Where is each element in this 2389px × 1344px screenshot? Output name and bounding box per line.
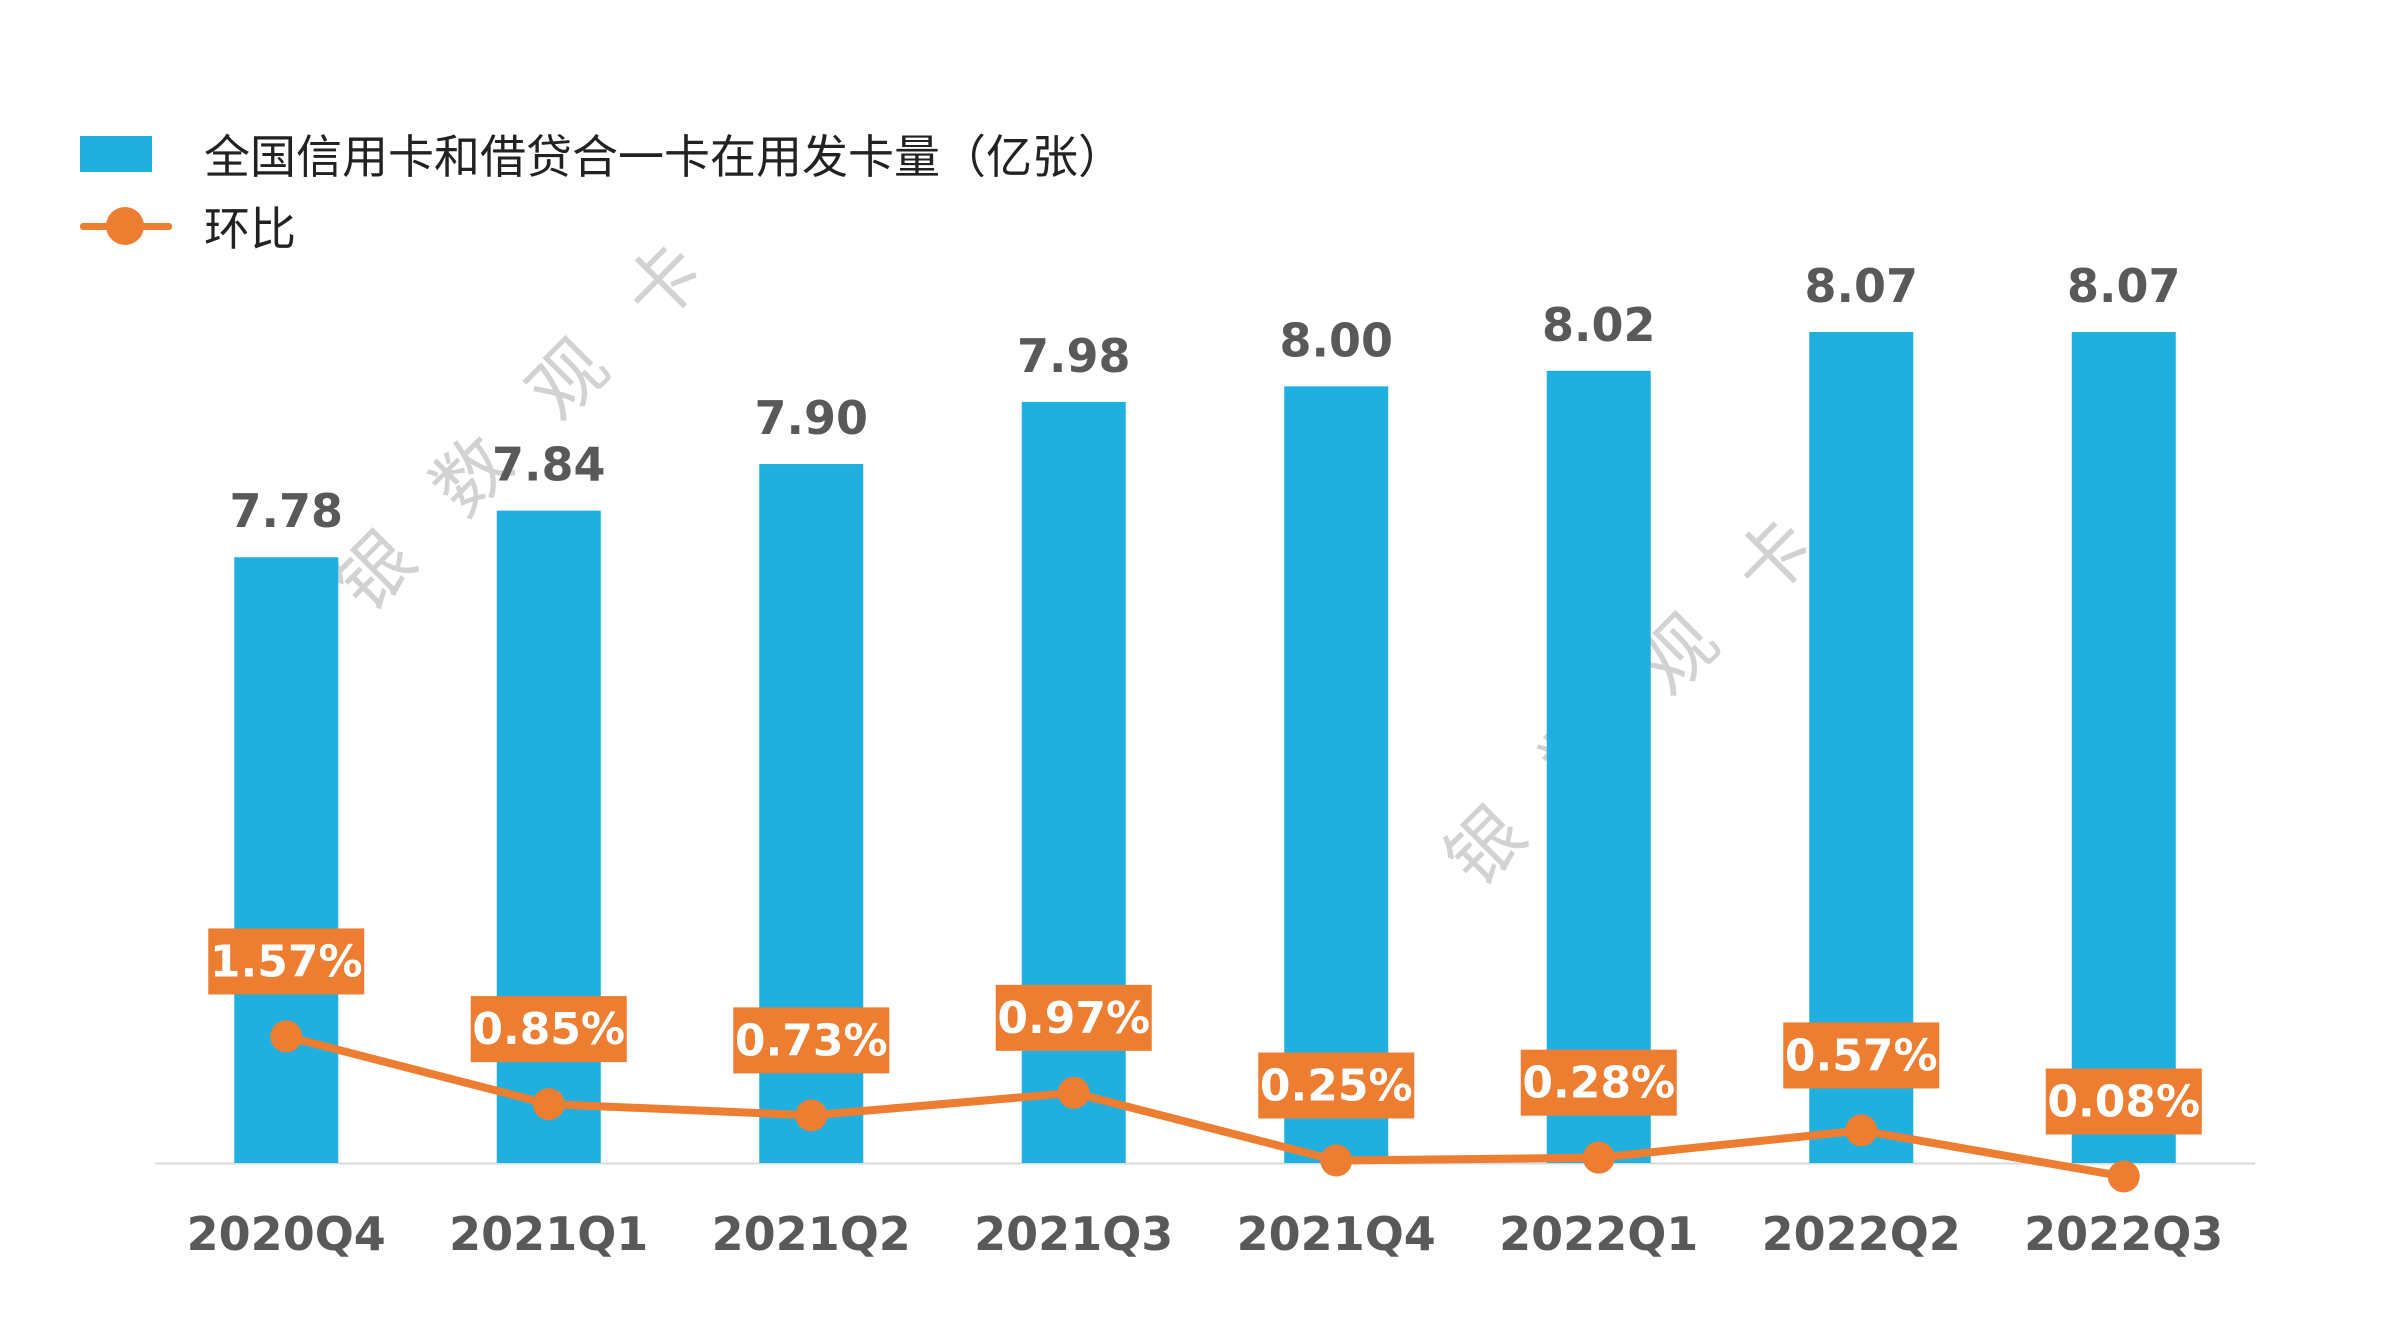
mom-label-box: [1783, 1022, 1940, 1089]
x-tick-label: 2022Q1: [1499, 1207, 1698, 1261]
mom-label-box: [208, 928, 365, 995]
mom-value-label: 0.25%: [1260, 1061, 1413, 1112]
mom-point: [795, 1099, 828, 1132]
mom-point: [1320, 1144, 1353, 1177]
mom-label-box: [470, 996, 627, 1063]
bar-value-label: 7.78: [230, 484, 344, 538]
x-tick-label: 2022Q2: [1762, 1207, 1961, 1261]
mom-value-label: 1.57%: [210, 936, 363, 987]
bar-2022Q3: [2071, 332, 2176, 1163]
bar-2021Q1: [496, 510, 601, 1163]
legend-swatch-line: [80, 201, 172, 251]
mom-value-label: 0.85%: [472, 1004, 625, 1055]
mom-point: [1845, 1114, 1878, 1147]
x-tick-label: 2020Q4: [187, 1207, 386, 1261]
mom-line: [285, 1032, 2125, 1181]
bar-2020Q4: [234, 557, 339, 1163]
mom-value-label: 0.97%: [997, 993, 1150, 1044]
legend-label-line: 环比: [204, 202, 296, 256]
x-tick-label: 2021Q2: [712, 1207, 911, 1261]
mom-label-box: [2045, 1068, 2202, 1135]
mom-point: [270, 1020, 303, 1053]
mom-label-box: [1258, 1052, 1415, 1119]
x-tick-label: 2021Q3: [974, 1207, 1173, 1261]
mom-value-label: 0.28%: [1522, 1058, 1675, 1109]
mom-value-label: 0.08%: [2047, 1076, 2200, 1127]
legend-item-bar[interactable]: 全国信用卡和借贷合一卡在用发卡量（亿张）: [80, 118, 1124, 190]
bar-value-label: 7.98: [1017, 329, 1131, 383]
x-tick-label: 2021Q1: [449, 1207, 648, 1261]
bar-value-label: 7.90: [755, 391, 869, 445]
bar-value-label: 8.07: [1805, 259, 1919, 313]
legend-label-bar: 全国信用卡和借贷合一卡在用发卡量（亿张）: [204, 130, 1124, 184]
bar-value-label: 8.00: [1280, 313, 1394, 367]
bar-value-label: 8.07: [2067, 259, 2181, 313]
mom-point: [1057, 1076, 1090, 1109]
mom-label-box: [995, 984, 1152, 1051]
x-tick-label: 2022Q3: [2024, 1207, 2223, 1261]
mom-label-box: [1520, 1049, 1677, 1116]
mom-label-box: [733, 1007, 890, 1074]
mom-point: [2107, 1160, 2140, 1193]
bar-2022Q1: [1546, 370, 1651, 1163]
mom-point: [1582, 1141, 1615, 1174]
legend: 全国信用卡和借贷合一卡在用发卡量（亿张） 环比: [80, 118, 1124, 262]
mom-value-label: 0.73%: [735, 1015, 888, 1066]
mom-point: [532, 1088, 565, 1121]
bar-2021Q4: [1284, 386, 1389, 1163]
mom-value-label: 0.57%: [1785, 1030, 1938, 1081]
bar-value-label: 8.02: [1542, 298, 1656, 352]
legend-swatch-bar: [80, 136, 152, 172]
x-tick-label: 2021Q4: [1237, 1207, 1436, 1261]
bar-value-label: 7.84: [492, 438, 606, 492]
legend-item-line[interactable]: 环比: [80, 190, 1124, 262]
